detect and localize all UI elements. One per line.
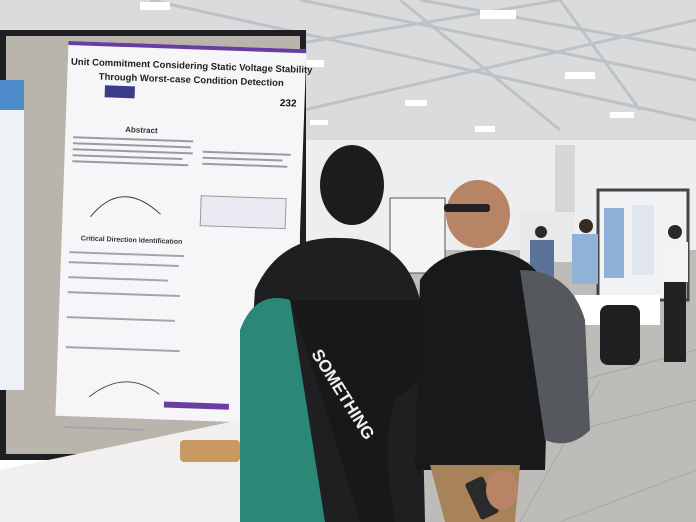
poster-text-lines <box>63 251 185 431</box>
section-heading: Abstract <box>125 125 158 135</box>
wooden-tray <box>180 440 240 462</box>
neighbor-poster-header <box>0 80 24 110</box>
person-black-jacket <box>415 180 590 522</box>
poster-text-lines <box>72 136 291 168</box>
booth-poster <box>604 208 624 278</box>
poster-logo <box>104 85 135 99</box>
person-green-hoodie: SOMETHING <box>240 145 425 522</box>
poster-stripe <box>163 401 229 410</box>
ceiling-lights <box>140 2 634 132</box>
poster-figure <box>199 195 287 230</box>
poster-stripe <box>68 40 307 54</box>
poster-number: 232 <box>280 98 297 110</box>
booth-poster <box>632 205 654 275</box>
section-heading: Critical Direction Identification <box>81 235 183 246</box>
neighbor-poster <box>0 80 24 390</box>
poster-figure <box>90 196 161 218</box>
poster-figure <box>88 381 160 398</box>
